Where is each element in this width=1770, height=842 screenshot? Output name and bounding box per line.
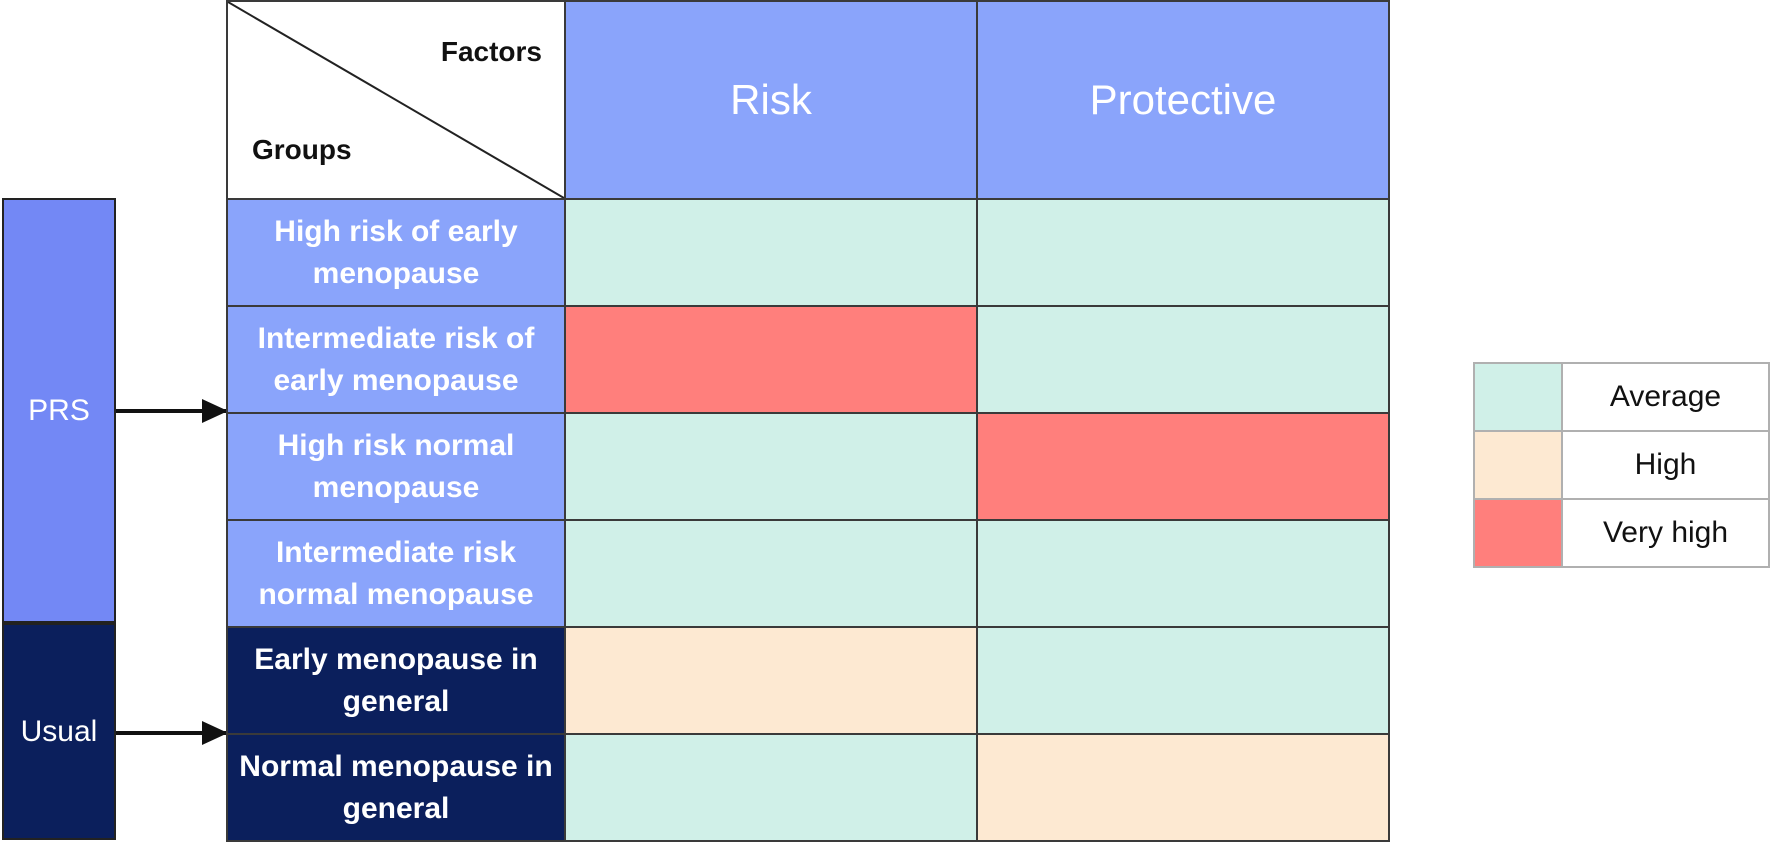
arrow-usual-head-icon: [202, 721, 228, 745]
corner-cell: Factors Groups: [226, 0, 566, 200]
row-label: Normal menopause in general: [239, 749, 553, 825]
legend-swatch: [1473, 430, 1563, 500]
row-label-cell: Intermediate risk normal menopause: [226, 519, 566, 628]
row-label: Early menopause in general: [254, 642, 538, 718]
row-label-cell: Normal menopause in general: [226, 733, 566, 842]
row-label: Intermediate risk normal menopause: [258, 535, 534, 611]
legend-label: Average: [1609, 380, 1722, 413]
row-label: Intermediate risk of early menopause: [257, 321, 535, 397]
protective-level-cell: [976, 305, 1390, 414]
protective-level-cell: [976, 626, 1390, 735]
legend: Average High Very high: [1473, 362, 1770, 570]
row-label-cell: High risk normal menopause: [226, 412, 566, 521]
protective-level-cell: [976, 519, 1390, 628]
sidebar-prs-box: PRS: [2, 198, 116, 623]
sidebar-usual-label: Usual: [20, 714, 98, 748]
risk-level-cell: [564, 305, 978, 414]
legend-label: Very high: [1602, 516, 1729, 549]
factors-label: Factors: [440, 36, 542, 67]
groups-label: Groups: [252, 134, 352, 165]
sidebar-usual-box: Usual: [2, 623, 116, 840]
sidebar-prs-label: PRS: [28, 393, 90, 427]
legend-swatch: [1473, 362, 1563, 432]
arrow-prs-head-icon: [202, 399, 228, 423]
protective-level-cell: [976, 198, 1390, 307]
legend-label-cell: Very high: [1561, 498, 1770, 568]
corner-diagonal-line: [228, 2, 564, 198]
risk-level-cell: [564, 626, 978, 735]
column-header-protective-label: Protective: [1089, 76, 1277, 123]
legend-label: High: [1634, 448, 1697, 481]
row-label: High risk of early menopause: [274, 214, 518, 290]
column-header-risk-label: Risk: [730, 76, 812, 123]
row-label-cell: Intermediate risk of early menopause: [226, 305, 566, 414]
protective-level-cell: [976, 733, 1390, 842]
legend-swatch: [1473, 498, 1563, 568]
legend-label-cell: High: [1561, 430, 1770, 500]
row-label: High risk normal menopause: [277, 428, 515, 504]
legend-label-cell: Average: [1561, 362, 1770, 432]
protective-level-cell: [976, 412, 1390, 521]
arrow-usual-shaft: [116, 731, 228, 735]
risk-level-cell: [564, 198, 978, 307]
row-label-cell: High risk of early menopause: [226, 198, 566, 307]
risk-level-cell: [564, 519, 978, 628]
factors-table: Factors Groups Risk Protective High risk…: [226, 0, 1390, 842]
risk-level-cell: [564, 733, 978, 842]
column-header-risk: Risk: [564, 0, 978, 200]
row-label-cell: Early menopause in general: [226, 626, 566, 735]
risk-level-cell: [564, 412, 978, 521]
arrow-prs-shaft: [116, 409, 228, 413]
column-header-protective: Protective: [976, 0, 1390, 200]
